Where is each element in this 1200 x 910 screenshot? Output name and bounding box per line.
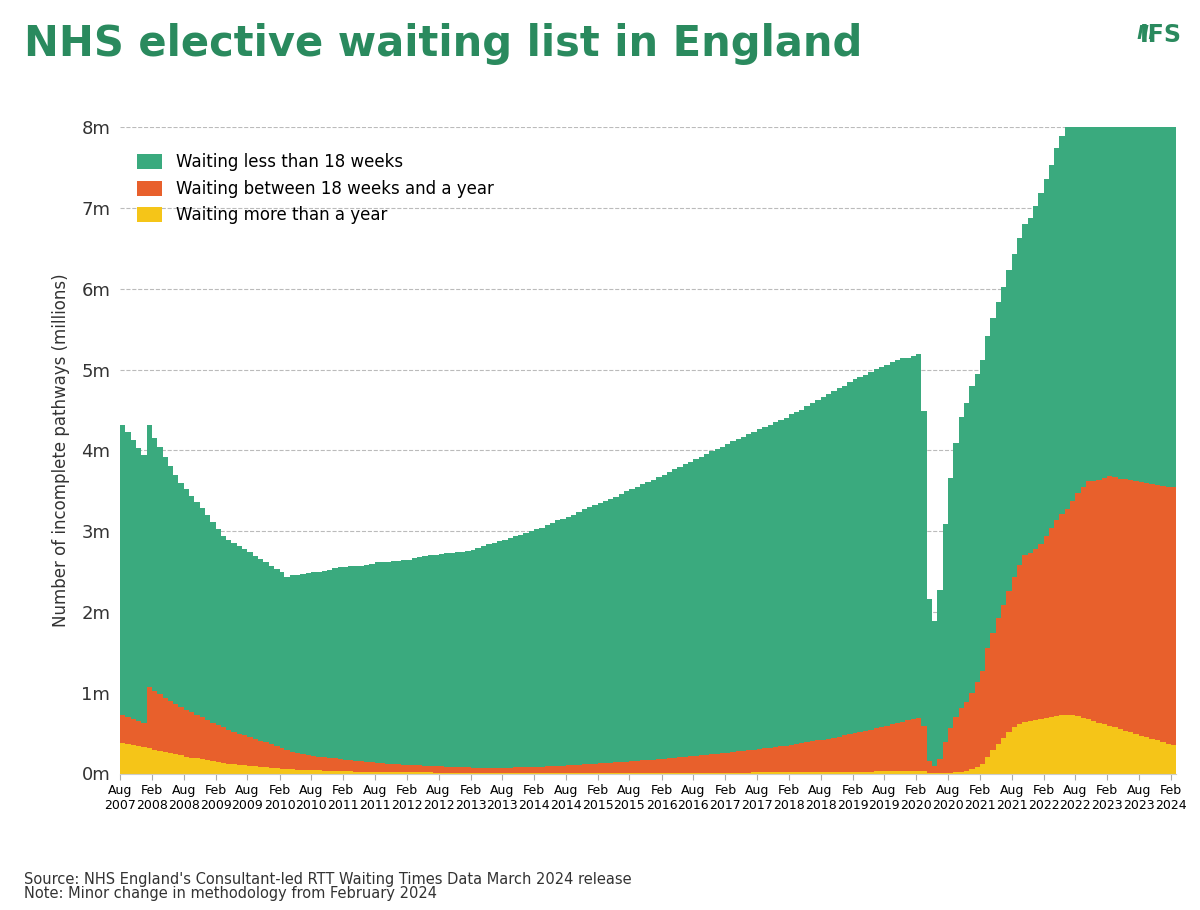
Text: IFS: IFS <box>1140 23 1182 46</box>
Text: NHS elective waiting list in England: NHS elective waiting list in England <box>24 23 863 65</box>
Y-axis label: Number of incomplete pathways (millions): Number of incomplete pathways (millions) <box>52 274 70 627</box>
Text: Note: Minor change in methodology from February 2024: Note: Minor change in methodology from F… <box>24 886 437 901</box>
Text: lll: lll <box>1136 25 1154 43</box>
Legend: Waiting less than 18 weeks, Waiting between 18 weeks and a year, Waiting more th: Waiting less than 18 weeks, Waiting betw… <box>131 147 500 231</box>
Text: Source: NHS England's Consultant-led RTT Waiting Times Data March 2024 release: Source: NHS England's Consultant-led RTT… <box>24 873 631 887</box>
